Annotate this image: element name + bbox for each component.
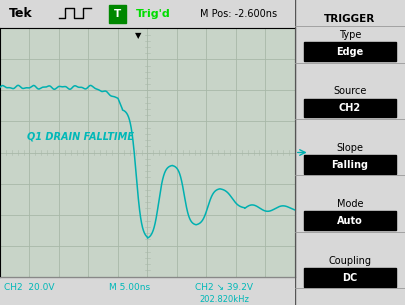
- Bar: [304, 211, 396, 230]
- Text: Coupling: Coupling: [328, 256, 371, 266]
- Text: Type: Type: [339, 30, 361, 40]
- Text: CH2 ↘ 39.2V: CH2 ↘ 39.2V: [195, 283, 253, 292]
- Text: Q1 DRAIN FALLTIME: Q1 DRAIN FALLTIME: [27, 132, 134, 142]
- Text: M Pos: -2.600ns: M Pos: -2.600ns: [200, 9, 277, 19]
- Text: Slope: Slope: [337, 143, 363, 153]
- Text: ▼: ▼: [135, 31, 142, 41]
- Text: Falling: Falling: [331, 160, 369, 170]
- Text: TRIGGER: TRIGGER: [324, 14, 375, 24]
- Bar: [304, 268, 396, 287]
- Text: Tek: Tek: [9, 7, 32, 20]
- Text: CH2  20.0V: CH2 20.0V: [4, 283, 55, 292]
- Text: CH2: CH2: [339, 103, 361, 113]
- Text: Source: Source: [333, 87, 367, 96]
- Bar: [304, 42, 396, 61]
- Bar: [304, 99, 396, 117]
- Text: Auto: Auto: [337, 216, 363, 226]
- Bar: [109, 5, 126, 23]
- Text: 202.820kHz: 202.820kHz: [199, 296, 249, 304]
- Text: Edge: Edge: [336, 47, 364, 57]
- Text: DC: DC: [342, 273, 358, 282]
- Text: Trig'd: Trig'd: [136, 9, 171, 19]
- Bar: [304, 155, 396, 174]
- Text: T: T: [114, 9, 121, 19]
- Text: M 5.00ns: M 5.00ns: [109, 283, 150, 292]
- Text: Mode: Mode: [337, 199, 363, 209]
